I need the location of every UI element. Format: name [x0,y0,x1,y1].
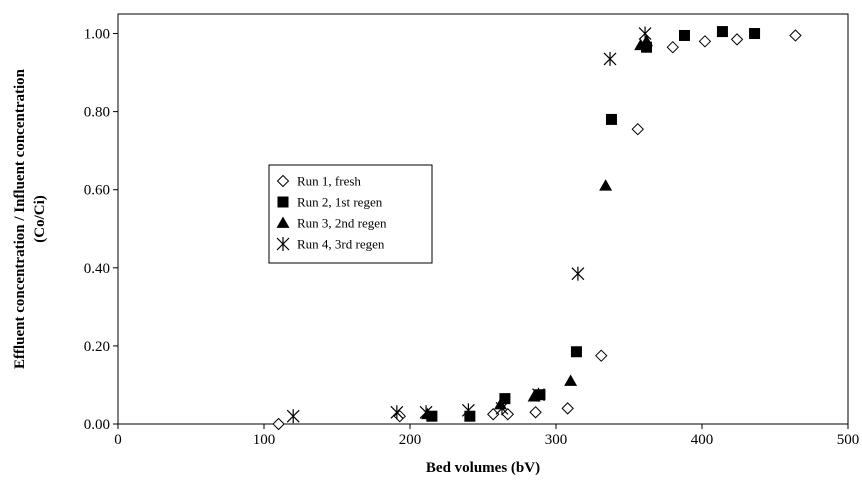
x-tick-label: 500 [837,432,860,448]
y-tick-label: 0.40 [84,261,110,277]
data-points [272,26,802,431]
data-point [641,41,653,53]
data-point [730,33,744,46]
legend-label: Run 1, fresh [297,174,361,189]
legend-label: Run 3, 2nd regen [297,216,387,231]
y-tick-label: 1.00 [84,27,110,43]
data-point [487,408,500,421]
legend-item: Run 3, 2nd regen [276,216,387,231]
data-point [527,390,541,402]
x-tick-label: 400 [691,432,714,448]
data-point [461,403,475,418]
legend-item: Run 4, 3rd regen [276,237,385,252]
y-axis-title: Effluent concentration / Influent concen… [12,68,48,369]
legend-marker [276,216,290,228]
data-point [789,29,802,42]
axis-ticks: 0 100 200 300 400 500 0.00 0.20 0.40 0.60 0.80 1.00 [84,27,860,448]
legend-marker [276,174,290,188]
data-point [631,122,644,136]
legend-label: Run 4, 3rd regen [297,237,385,252]
data-point [464,410,476,422]
series-1 [272,29,802,431]
legend-marker [276,237,290,251]
data-point [595,349,608,362]
data-point [605,113,617,125]
data-point [716,26,728,38]
data-point [634,38,648,51]
x-tick-label: 100 [253,432,276,448]
x-tick-label: 0 [114,432,122,448]
series-4 [286,26,652,424]
data-point [419,405,433,420]
data-point [561,402,574,415]
x-axis-title: Bed volumes (bV) [426,460,540,476]
data-point [666,40,680,54]
data-point [599,179,613,191]
data-point [393,409,406,423]
y-tick-label: 0.00 [84,417,110,433]
legend-box [268,164,433,264]
x-tick-label: 300 [545,432,568,448]
y-tick-label: 0.80 [84,105,110,121]
series-2 [426,26,761,422]
y-axis-title-line: Effluent concentration / Influent concen… [12,68,28,369]
legend-item: Run 1, fresh [276,174,361,189]
data-point [532,387,545,402]
data-point [698,35,712,48]
data-point [529,406,542,419]
data-point [571,266,585,281]
legend-marker [277,196,289,208]
data-point [640,34,654,47]
data-point [564,374,578,386]
data-point [603,51,617,66]
data-point [678,29,690,41]
data-point [272,417,285,431]
y-axis-title-line: (Co/Ci) [32,195,48,243]
legend-item: Run 2, 1st regen [277,195,383,210]
data-point [534,389,546,401]
data-point [749,28,761,40]
data-point [495,401,509,416]
legend-label: Run 2, 1st regen [297,195,383,210]
x-tick-label: 200 [399,432,422,448]
y-tick-label: 0.60 [84,183,110,199]
data-point [499,393,511,405]
y-tick-label: 0.20 [84,339,110,355]
plot-area-frame [117,13,849,425]
series-3 [421,34,654,420]
data-point [570,346,582,358]
legend: Run 1, fresh Run 2, 1st regen Run 3, 2nd r… [268,164,433,264]
data-point [286,409,300,424]
data-point [638,26,652,41]
data-point [390,405,404,420]
